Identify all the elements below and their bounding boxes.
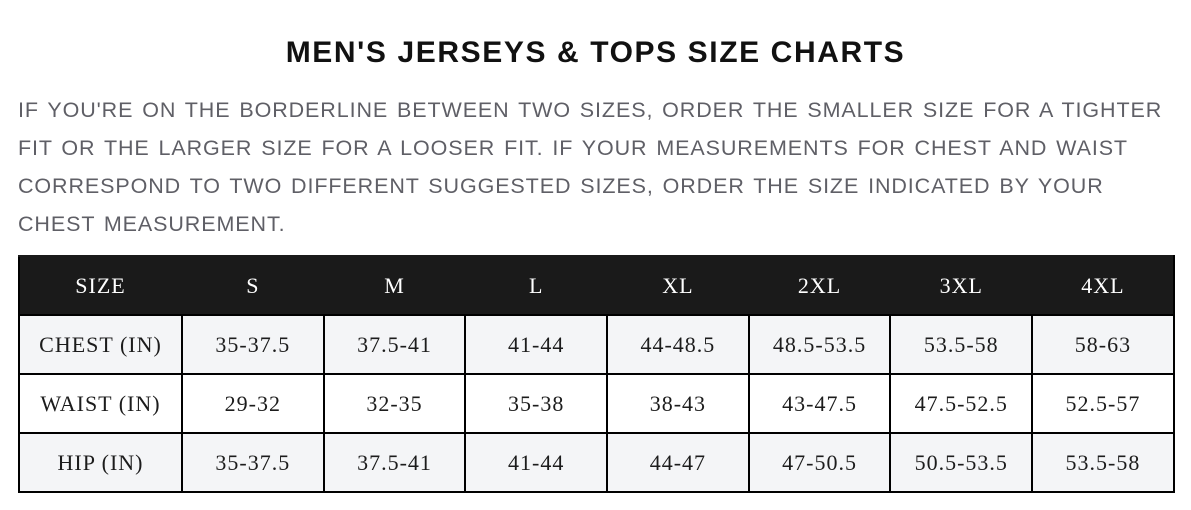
table-row-hip: HIP (IN) 35-37.5 37.5-41 41-44 44-47 47-… xyxy=(18,432,1175,493)
table-row-chest: CHEST (IN) 35-37.5 37.5-41 41-44 44-48.5… xyxy=(18,314,1175,375)
column-header-l: L xyxy=(464,255,609,316)
column-header-size: SIZE xyxy=(18,255,183,316)
row-label-chest: CHEST (IN) xyxy=(18,314,183,375)
cell-chest-m: 37.5-41 xyxy=(322,314,467,375)
cell-hip-4xl: 53.5-58 xyxy=(1031,432,1175,493)
cell-chest-xl: 44-48.5 xyxy=(606,314,750,375)
cell-waist-m: 32-35 xyxy=(322,373,467,434)
cell-hip-2xl: 47-50.5 xyxy=(747,432,892,493)
size-chart-table: SIZE S M L XL 2XL 3XL 4XL CHEST (IN) 35-… xyxy=(18,255,1175,493)
cell-waist-4xl: 52.5-57 xyxy=(1031,373,1175,434)
table-header-row: SIZE S M L XL 2XL 3XL 4XL xyxy=(18,255,1175,316)
table-row-waist: WAIST (IN) 29-32 32-35 35-38 38-43 43-47… xyxy=(18,373,1175,434)
column-header-xl: XL xyxy=(606,255,750,316)
column-header-4xl: 4XL xyxy=(1031,255,1175,316)
column-header-m: M xyxy=(322,255,467,316)
cell-waist-2xl: 43-47.5 xyxy=(747,373,892,434)
row-label-waist: WAIST (IN) xyxy=(18,373,183,434)
cell-chest-l: 41-44 xyxy=(464,314,609,375)
cell-hip-l: 41-44 xyxy=(464,432,609,493)
column-header-2xl: 2XL xyxy=(747,255,892,316)
cell-chest-3xl: 53.5-58 xyxy=(889,314,1034,375)
cell-waist-l: 35-38 xyxy=(464,373,609,434)
cell-hip-m: 37.5-41 xyxy=(322,432,467,493)
cell-hip-s: 35-37.5 xyxy=(181,432,325,493)
cell-waist-3xl: 47.5-52.5 xyxy=(889,373,1034,434)
page-title: MEN'S JERSEYS & TOPS SIZE CHARTS xyxy=(285,36,906,69)
cell-hip-xl: 44-47 xyxy=(606,432,750,493)
cell-chest-2xl: 48.5-53.5 xyxy=(747,314,892,375)
row-label-hip: HIP (IN) xyxy=(18,432,183,493)
cell-hip-3xl: 50.5-53.5 xyxy=(889,432,1034,493)
size-chart-table-container: SIZE S M L XL 2XL 3XL 4XL CHEST (IN) 35-… xyxy=(18,255,1175,493)
sizing-instructions: IF YOU'RE ON THE BORDERLINE BETWEEN TWO … xyxy=(18,98,1163,236)
cell-waist-s: 29-32 xyxy=(181,373,325,434)
cell-chest-s: 35-37.5 xyxy=(181,314,325,375)
cell-waist-xl: 38-43 xyxy=(606,373,750,434)
cell-chest-4xl: 58-63 xyxy=(1031,314,1175,375)
column-header-s: S xyxy=(181,255,325,316)
column-header-3xl: 3XL xyxy=(889,255,1034,316)
